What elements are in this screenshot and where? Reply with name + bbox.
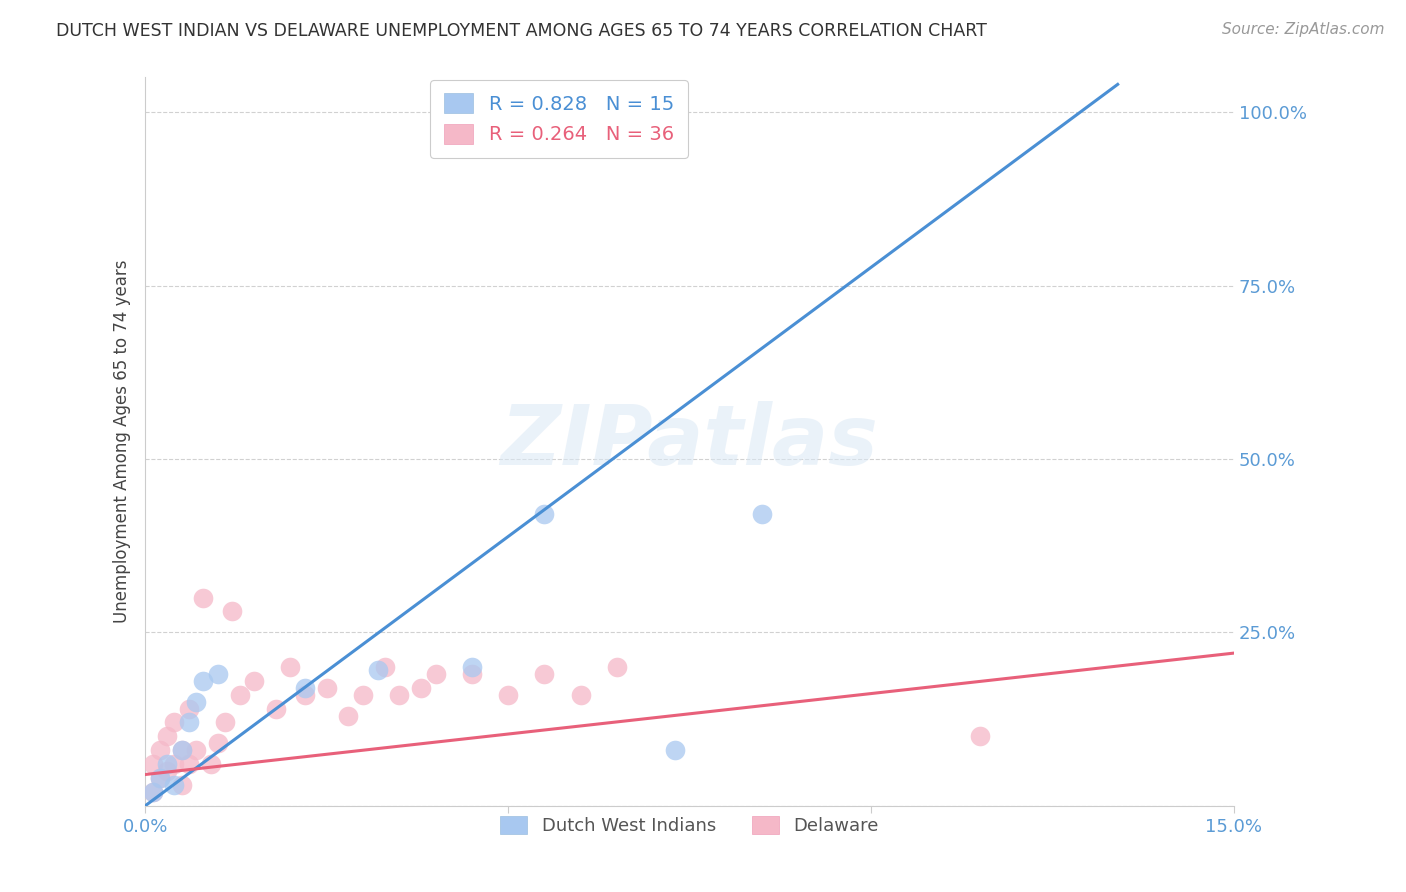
Point [264, 701, 287, 715]
Point [315, 681, 337, 695]
Point [425, 667, 447, 681]
Point [409, 681, 432, 695]
Point [280, 660, 302, 674]
Point [243, 673, 266, 688]
Text: DUTCH WEST INDIAN VS DELAWARE UNEMPLOYMENT AMONG AGES 65 TO 74 YEARS CORRELATION: DUTCH WEST INDIAN VS DELAWARE UNEMPLOYME… [56, 22, 987, 40]
Point [177, 701, 200, 715]
Point [221, 605, 243, 619]
Point [461, 660, 484, 674]
Point [367, 664, 389, 678]
Text: ZIPatlas: ZIPatlas [501, 401, 879, 482]
Legend: Dutch West Indians, Delaware: Dutch West Indians, Delaware [491, 806, 889, 844]
Point [374, 660, 396, 674]
Point [207, 667, 229, 681]
Point [184, 695, 207, 709]
Point [177, 757, 200, 772]
Text: Source: ZipAtlas.com: Source: ZipAtlas.com [1222, 22, 1385, 37]
Point [214, 715, 236, 730]
Point [163, 715, 186, 730]
Point [163, 778, 186, 792]
Point [170, 743, 193, 757]
Point [156, 764, 179, 778]
Point [193, 591, 215, 605]
Point [149, 743, 172, 757]
Point [149, 771, 172, 785]
Point [207, 736, 229, 750]
Point [228, 688, 250, 702]
Point [156, 757, 179, 772]
Point [184, 743, 207, 757]
Point [142, 757, 165, 772]
Point [751, 508, 773, 522]
Point [352, 688, 374, 702]
Point [200, 757, 222, 772]
Y-axis label: Unemployment Among Ages 65 to 74 years: Unemployment Among Ages 65 to 74 years [114, 260, 131, 624]
Point [569, 688, 592, 702]
Point [142, 785, 165, 799]
Point [294, 681, 316, 695]
Point [496, 688, 519, 702]
Point [149, 771, 172, 785]
Point [170, 743, 193, 757]
Point [177, 715, 200, 730]
Point [170, 778, 193, 792]
Point [193, 673, 215, 688]
Point [163, 757, 186, 772]
Point [533, 667, 555, 681]
Point [969, 729, 991, 743]
Point [461, 667, 484, 681]
Point [664, 743, 686, 757]
Point [388, 688, 411, 702]
Point [533, 508, 555, 522]
Point [142, 785, 165, 799]
Point [606, 660, 628, 674]
Point [294, 688, 316, 702]
Point [156, 729, 179, 743]
Point [337, 708, 360, 723]
